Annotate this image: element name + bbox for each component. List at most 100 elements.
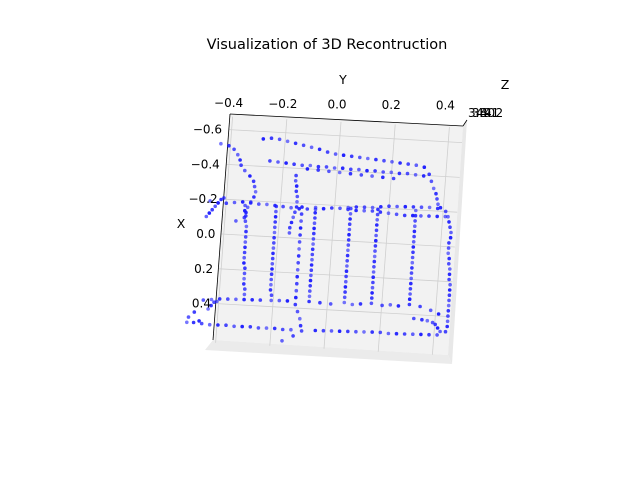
scatter-point — [216, 323, 220, 327]
x-tick-label-5: 0.4 — [192, 297, 211, 311]
scatter-point — [412, 234, 416, 239]
scatter-point — [284, 161, 288, 165]
scatter-point — [234, 219, 238, 223]
scatter-point — [345, 264, 349, 268]
scatter-point — [309, 263, 314, 267]
scatter-point — [387, 204, 391, 208]
scatter-point — [378, 210, 383, 214]
scatter-point — [411, 332, 415, 337]
scatter-point — [312, 221, 317, 225]
scatter-point — [234, 297, 238, 302]
grid-line-y-1 — [269, 119, 288, 346]
grid-line-x-4 — [219, 268, 453, 283]
y-tick-label-4: 0.4 — [436, 99, 455, 113]
scatter-point — [371, 270, 376, 274]
scatter-point — [350, 302, 355, 307]
scatter-point — [389, 170, 394, 175]
y-tick-label-3: 0.2 — [382, 98, 401, 112]
scatter-point — [427, 332, 431, 337]
scatter-point — [447, 293, 452, 298]
scatter-point — [343, 290, 347, 294]
scatter-point — [301, 143, 306, 148]
scatter-point — [446, 214, 450, 219]
z-tick-label-4: 4.2 — [484, 106, 503, 120]
scatter-point — [390, 160, 394, 164]
tick-labels: −0.4 −0.2 0.0 0.2 0.4 −0.6 −0.4 −0.2 0.0 0.2 0.4 3.… — [188, 96, 503, 310]
scatter-point — [375, 212, 380, 217]
scatter-point — [345, 259, 350, 263]
z-tick-label-3: 4.1 — [480, 106, 499, 120]
scatter-point — [216, 201, 220, 205]
scatter-point — [358, 302, 363, 306]
scatter-point — [374, 238, 378, 243]
scatter-point — [208, 199, 212, 203]
scatter-point — [273, 215, 278, 219]
scatter-point — [289, 327, 293, 332]
scatter-point — [419, 205, 424, 209]
scatter-point — [447, 277, 451, 282]
scatter-point — [397, 171, 402, 176]
scatter-point — [243, 235, 248, 239]
scatter-point — [381, 170, 386, 174]
scatter-point — [436, 202, 440, 206]
scatter-point — [295, 268, 300, 272]
scatter-point — [446, 303, 451, 308]
scatter-point — [419, 214, 423, 218]
x-tick-label-4: 0.2 — [194, 262, 213, 276]
scatter-point — [277, 137, 282, 142]
scatter-point — [428, 308, 433, 313]
scatter-point — [362, 205, 367, 209]
scatter-point — [375, 223, 379, 227]
scatter-point — [308, 278, 313, 283]
scatter-point — [270, 262, 275, 266]
scatter-point — [215, 299, 219, 304]
scatter-point — [344, 279, 348, 284]
scatter-point — [407, 297, 412, 302]
x-tick-label-2: −0.2 — [188, 192, 217, 206]
scatter-point — [243, 219, 248, 223]
scatter-point — [413, 219, 417, 223]
scatter-point — [294, 189, 299, 194]
scatter-point — [248, 201, 253, 205]
scatter-point — [394, 331, 399, 336]
scatter-point — [287, 231, 292, 235]
scatter-point — [433, 322, 438, 327]
scatter-point — [264, 326, 269, 330]
scatter-point — [310, 257, 314, 262]
chart-title: Visualization of 3D Recontruction — [207, 37, 448, 53]
scatter-point — [276, 160, 280, 164]
scatter-point — [446, 251, 451, 256]
scatter-point — [370, 296, 374, 300]
scatter-point — [294, 295, 298, 300]
grid-line-y-2 — [323, 121, 342, 349]
scatter-point — [305, 167, 310, 171]
scatter-point — [435, 214, 440, 219]
scatter-point — [448, 235, 453, 240]
scatter-point — [413, 173, 418, 177]
scatter-point — [299, 212, 304, 216]
x-axis-label: X — [177, 216, 186, 231]
scatter-point — [232, 200, 237, 205]
y-axis-label: Y — [338, 72, 347, 87]
scatter-point — [446, 314, 450, 318]
scatter-point — [373, 244, 378, 248]
scatter-point — [330, 206, 334, 210]
scatter-point — [375, 218, 380, 222]
scatter-point — [324, 165, 329, 169]
scatter-point — [348, 212, 353, 216]
scatter-point — [308, 289, 312, 293]
scatter-point — [244, 229, 248, 234]
grid-lines — [215, 116, 463, 355]
scatter-point — [226, 297, 230, 301]
scatter-point — [446, 309, 451, 313]
scatter-point — [294, 184, 299, 188]
scatter-point — [413, 224, 417, 228]
scatter-point — [204, 214, 209, 219]
scatter-point — [411, 250, 415, 255]
scatter-point — [427, 205, 432, 210]
scatter-point — [309, 273, 313, 278]
scatter-point — [438, 329, 442, 334]
scatter-point — [381, 175, 385, 180]
scatter-point — [297, 240, 302, 244]
